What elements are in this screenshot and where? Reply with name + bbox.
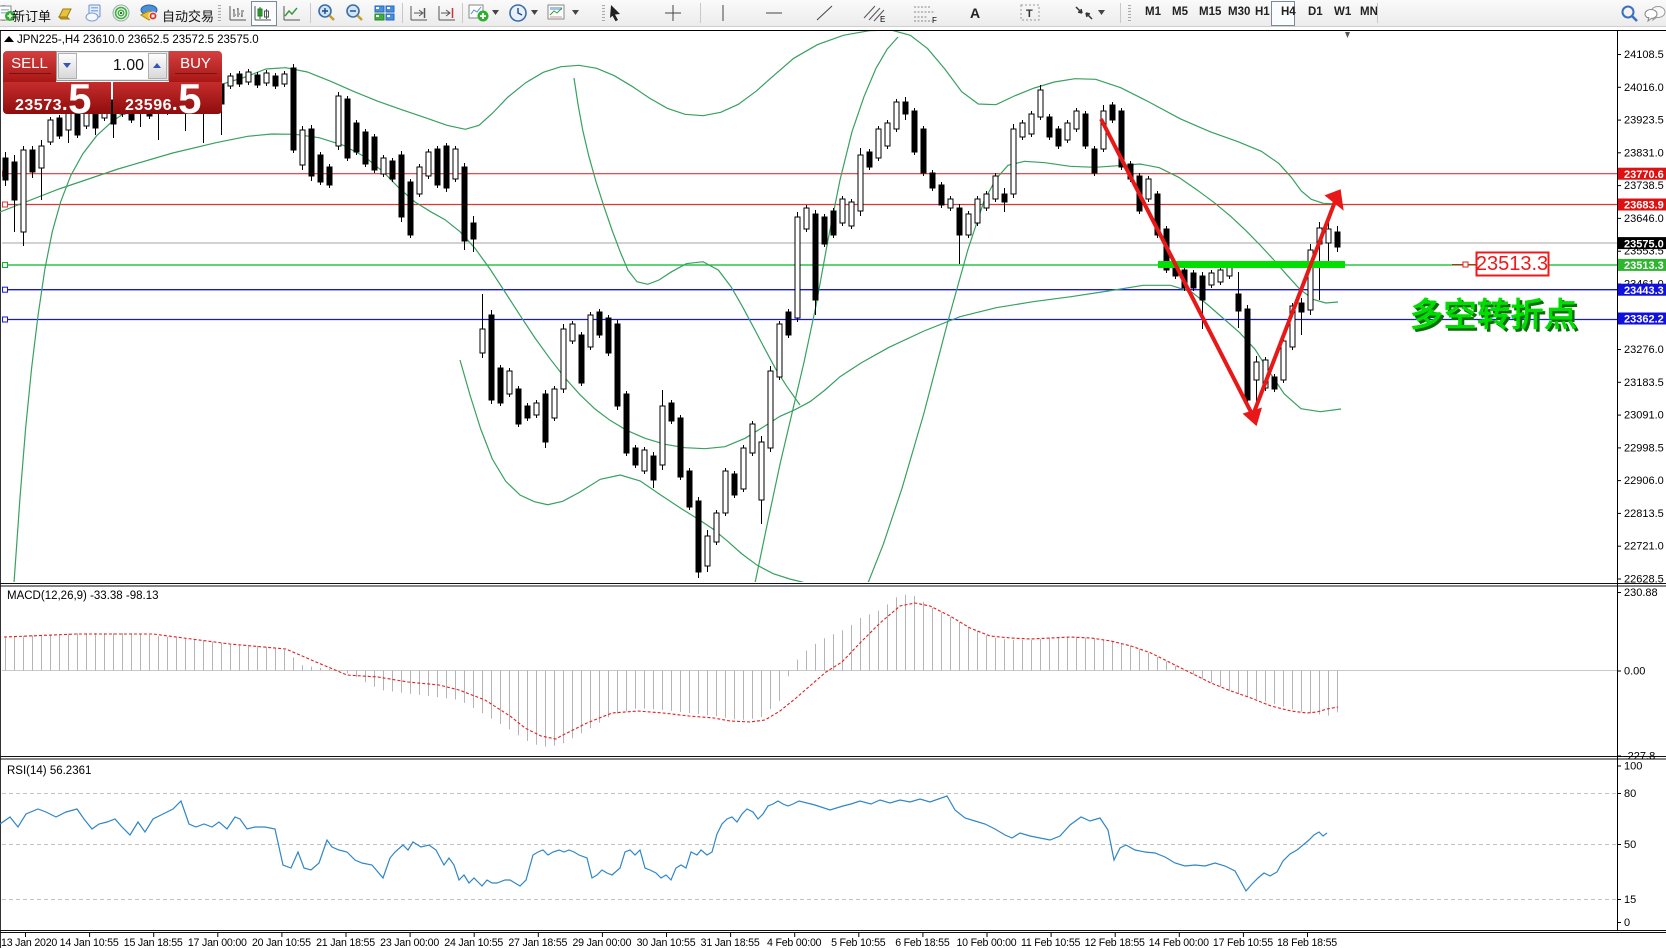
svg-text:23831.0: 23831.0 <box>1624 147 1664 159</box>
svg-text:23575.0: 23575.0 <box>1624 238 1664 250</box>
svg-text:23183.5: 23183.5 <box>1624 377 1664 389</box>
svg-text:27 Jan 18:55: 27 Jan 18:55 <box>508 937 567 948</box>
svg-text:14 Jan 10:55: 14 Jan 10:55 <box>60 937 119 948</box>
svg-text:30 Jan 10:55: 30 Jan 10:55 <box>637 937 696 948</box>
svg-text:80: 80 <box>1624 788 1636 800</box>
svg-text:MACD(12,26,9) -33.38 -98.13: MACD(12,26,9) -33.38 -98.13 <box>7 590 159 602</box>
svg-text:22721.0: 22721.0 <box>1624 541 1664 553</box>
svg-text:18 Feb 18:55: 18 Feb 18:55 <box>1277 937 1337 948</box>
svg-text:22628.5: 22628.5 <box>1624 574 1664 586</box>
svg-text:6 Feb 18:55: 6 Feb 18:55 <box>895 937 950 948</box>
svg-text:24016.0: 24016.0 <box>1624 82 1664 94</box>
svg-text:24108.5: 24108.5 <box>1624 49 1664 61</box>
svg-text:F: F <box>932 16 937 23</box>
svg-text:23 Jan 00:00: 23 Jan 00:00 <box>380 937 439 948</box>
svg-text:T: T <box>1026 8 1033 20</box>
svg-text:13 Jan 2020: 13 Jan 2020 <box>1 937 57 948</box>
svg-text:多空转折点: 多空转折点 <box>1410 296 1578 333</box>
svg-text:11 Feb 10:55: 11 Feb 10:55 <box>1021 937 1081 948</box>
svg-text:23513.3: 23513.3 <box>1476 253 1548 275</box>
svg-text:100: 100 <box>1624 761 1642 773</box>
svg-text:12 Feb 18:55: 12 Feb 18:55 <box>1085 937 1145 948</box>
svg-text:14 Feb 00:00: 14 Feb 00:00 <box>1149 937 1209 948</box>
svg-text:23443.3: 23443.3 <box>1624 285 1664 297</box>
svg-text:15 Jan 18:55: 15 Jan 18:55 <box>124 937 183 948</box>
svg-text:0.00: 0.00 <box>1624 666 1645 678</box>
svg-text:23513.3: 23513.3 <box>1624 260 1664 272</box>
svg-text:4 Feb 00:00: 4 Feb 00:00 <box>767 937 822 948</box>
svg-text:23923.5: 23923.5 <box>1624 115 1664 127</box>
svg-text:5 Feb 10:55: 5 Feb 10:55 <box>831 937 886 948</box>
svg-text:23362.2: 23362.2 <box>1624 314 1664 326</box>
svg-text:0: 0 <box>1624 917 1630 929</box>
svg-text:RSI(14) 56.2361: RSI(14) 56.2361 <box>7 765 91 777</box>
svg-text:15: 15 <box>1624 894 1636 906</box>
svg-text:17 Feb 10:55: 17 Feb 10:55 <box>1213 937 1273 948</box>
svg-text:17 Jan 00:00: 17 Jan 00:00 <box>188 937 247 948</box>
svg-text:23683.9: 23683.9 <box>1624 200 1664 212</box>
svg-text:JPN225-,H4 23610.0 23652.5 23: JPN225-,H4 23610.0 23652.5 23572.5 23575… <box>17 34 259 46</box>
svg-text:-227.8: -227.8 <box>1624 751 1655 763</box>
svg-text:23091.0: 23091.0 <box>1624 410 1664 422</box>
svg-text:22906.0: 22906.0 <box>1624 475 1664 487</box>
svg-text:230.88: 230.88 <box>1624 587 1658 599</box>
svg-text:24 Jan 10:55: 24 Jan 10:55 <box>444 937 503 948</box>
svg-text:E: E <box>880 15 885 23</box>
svg-text:22813.5: 22813.5 <box>1624 508 1664 520</box>
svg-text:23738.5: 23738.5 <box>1624 180 1664 192</box>
svg-text:22998.5: 22998.5 <box>1624 442 1664 454</box>
svg-text:29 Jan 00:00: 29 Jan 00:00 <box>572 937 631 948</box>
svg-text:50: 50 <box>1624 839 1636 851</box>
svg-text:31 Jan 18:55: 31 Jan 18:55 <box>701 937 760 948</box>
svg-text:20 Jan 10:55: 20 Jan 10:55 <box>252 937 311 948</box>
svg-text:23770.6: 23770.6 <box>1624 169 1664 181</box>
svg-text:23276.0: 23276.0 <box>1624 344 1664 356</box>
svg-text:21 Jan 18:55: 21 Jan 18:55 <box>316 937 375 948</box>
svg-text:10 Feb 00:00: 10 Feb 00:00 <box>956 937 1016 948</box>
svg-text:23646.0: 23646.0 <box>1624 213 1664 225</box>
